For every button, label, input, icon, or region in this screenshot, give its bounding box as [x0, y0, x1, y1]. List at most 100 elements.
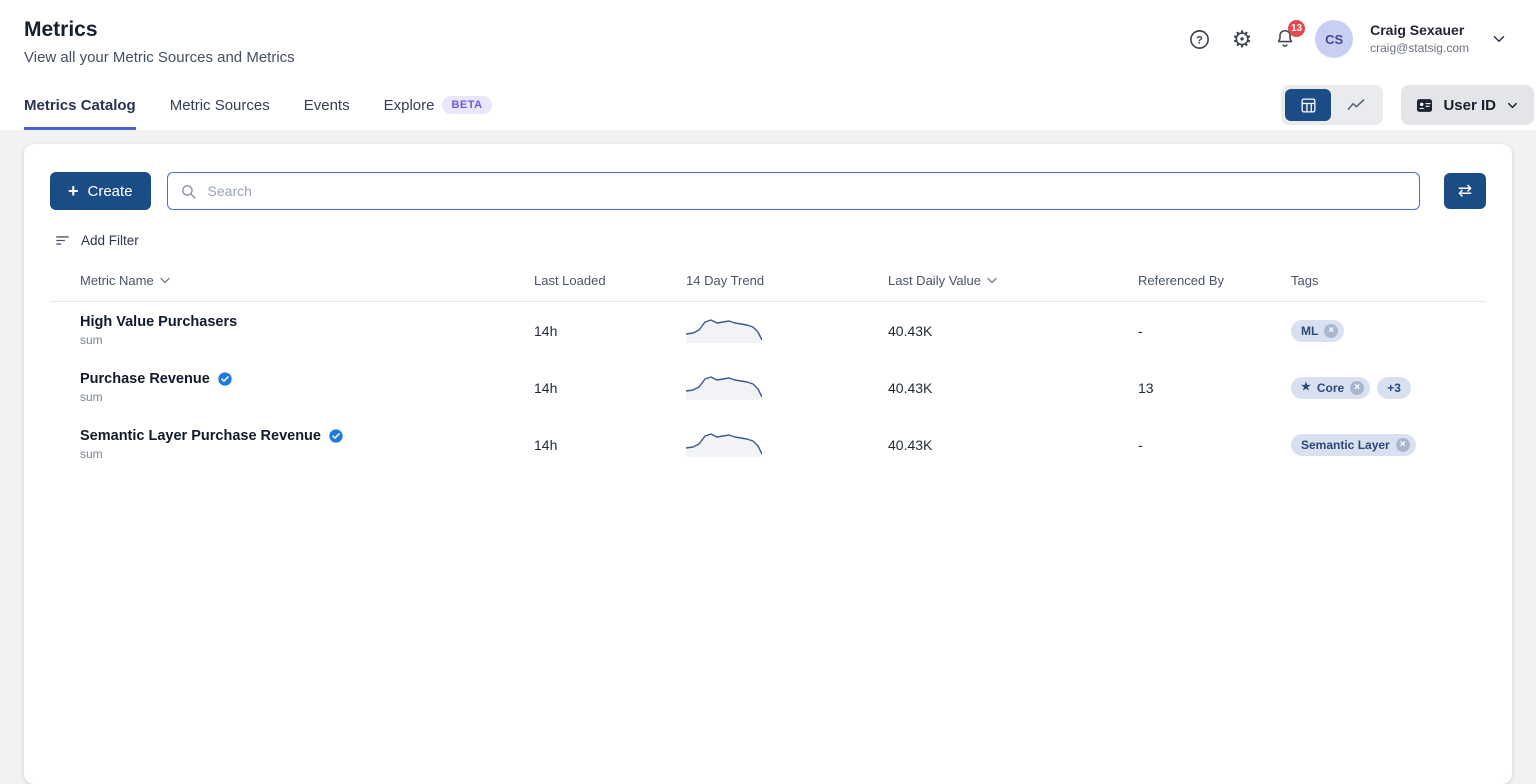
table-row[interactable]: High Value Purchasers sum 14h 40.43K - M… — [50, 302, 1486, 359]
trend-cell — [685, 313, 888, 348]
chevron-down-icon — [1508, 102, 1517, 108]
verified-icon — [218, 372, 232, 386]
user-info: Craig Sexauer craig@statsig.com — [1370, 22, 1469, 57]
metric-name-cell: Semantic Layer Purchase Revenue sum — [80, 428, 534, 461]
search-box — [166, 172, 1420, 210]
sort-icon — [159, 277, 170, 284]
last-daily-value: 40.43K — [888, 436, 933, 453]
referenced-by-value: - — [1138, 436, 1143, 453]
metric-type: sum — [80, 447, 103, 461]
column-label: Metric Name — [80, 273, 154, 288]
user-name: Craig Sexauer — [1370, 21, 1465, 38]
tag-overflow-pill[interactable]: +3 — [1377, 376, 1411, 399]
create-button-label: Create — [87, 182, 133, 200]
add-filter-button[interactable]: Add Filter — [50, 232, 139, 249]
metrics-table: Metric Name Last Loaded 14 Day Trend Las… — [50, 273, 1486, 473]
column-header-last-daily-value[interactable]: Last Daily Value — [888, 273, 1138, 288]
plus-icon: + — [68, 181, 79, 201]
settings-button[interactable]: ⚙ — [1229, 26, 1255, 52]
tab-label: Explore — [383, 96, 435, 114]
avatar[interactable]: CS — [1315, 20, 1354, 58]
metric-type: sum — [80, 390, 103, 404]
column-header-referenced-by: Referenced By — [1138, 273, 1291, 288]
notifications-button[interactable]: 13 — [1272, 20, 1306, 52]
column-header-last-loaded: Last Loaded — [534, 273, 686, 288]
tab-metric-sources[interactable]: Metric Sources — [170, 81, 270, 130]
gear-icon: ⚙ — [1231, 25, 1253, 52]
tag-pill[interactable]: ML × — [1291, 319, 1345, 342]
column-header-tags: Tags — [1291, 273, 1486, 288]
swap-icon: ⇄ — [1457, 181, 1473, 200]
last-daily-value: 40.43K — [888, 322, 933, 339]
sort-icon — [987, 277, 997, 284]
column-label: 14 Day Trend — [686, 273, 765, 288]
column-label: Last Loaded — [534, 273, 606, 288]
search-icon — [181, 184, 196, 199]
page-header-text: Metrics View all your Metric Sources and… — [24, 17, 295, 68]
tag-label: Core — [1316, 380, 1345, 395]
metric-name-cell: Purchase Revenue sum — [80, 371, 534, 404]
metric-name-link[interactable]: Semantic Layer Purchase Revenue — [80, 428, 321, 444]
tab-label: Metric Sources — [169, 96, 270, 114]
tag-pill[interactable]: Semantic Layer × — [1291, 433, 1416, 456]
tag-label: Semantic Layer — [1301, 437, 1390, 452]
trend-cell — [685, 427, 888, 462]
unit-id-label: User ID — [1443, 96, 1496, 114]
referenced-by-value: 13 — [1138, 379, 1154, 396]
column-label: Referenced By — [1138, 273, 1224, 288]
user-id-icon — [1417, 98, 1433, 112]
trend-cell — [685, 370, 888, 405]
remove-tag-icon[interactable]: × — [1350, 380, 1365, 395]
tab-explore[interactable]: Explore BETA — [384, 80, 492, 130]
column-header-metric-name[interactable]: Metric Name — [80, 273, 534, 288]
tab-label: Metrics Catalog — [24, 96, 136, 114]
tag-label: ML — [1301, 323, 1319, 338]
last-loaded-value: 14h — [534, 436, 558, 453]
tags-cell: ML × — [1291, 319, 1486, 342]
chart-view-toggle[interactable] — [1333, 89, 1379, 121]
table-row[interactable]: Semantic Layer Purchase Revenue sum 14h … — [50, 416, 1486, 473]
swap-view-button[interactable]: ⇄ — [1444, 173, 1486, 209]
user-menu-button[interactable] — [1486, 26, 1512, 52]
search-input[interactable] — [205, 182, 1407, 200]
last-loaded-value: 14h — [534, 379, 558, 396]
view-controls: User ID — [1281, 85, 1534, 125]
metric-name-link[interactable]: Purchase Revenue — [80, 371, 210, 387]
table-row[interactable]: Purchase Revenue sum 14h 40.43K 13 ★ Cor… — [50, 359, 1486, 416]
tag-pill[interactable]: ★ Core × — [1291, 376, 1371, 399]
chevron-down-icon — [1493, 36, 1505, 42]
card-toolbar: + Create ⇄ — [50, 172, 1486, 210]
table-view-toggle[interactable] — [1285, 89, 1332, 121]
create-button[interactable]: + Create — [50, 172, 151, 210]
page-title: Metrics — [24, 18, 98, 41]
tab-bar: Metrics Catalog Metric Sources Events Ex… — [0, 80, 1536, 130]
last-loaded-value: 14h — [534, 322, 558, 339]
last-daily-value: 40.43K — [888, 379, 933, 396]
filter-icon — [56, 236, 69, 245]
verified-icon — [329, 429, 343, 443]
tab-metrics-catalog[interactable]: Metrics Catalog — [24, 81, 136, 130]
referenced-by-value: - — [1138, 322, 1143, 339]
trend-sparkline — [685, 427, 763, 462]
add-filter-label: Add Filter — [81, 233, 139, 248]
help-icon: ? — [1189, 29, 1209, 49]
help-button[interactable]: ? — [1186, 26, 1212, 52]
metric-type: sum — [80, 333, 103, 347]
tag-label: +3 — [1387, 380, 1401, 395]
table-header: Metric Name Last Loaded 14 Day Trend Las… — [50, 273, 1486, 302]
notification-count-badge: 13 — [1287, 20, 1306, 37]
view-mode-toggle — [1281, 85, 1384, 125]
svg-text:?: ? — [1196, 34, 1203, 46]
remove-tag-icon[interactable]: × — [1324, 323, 1339, 338]
column-header-trend: 14 Day Trend — [686, 273, 888, 288]
remove-tag-icon[interactable]: × — [1395, 437, 1410, 452]
metric-name-link[interactable]: High Value Purchasers — [80, 314, 238, 330]
content-area: + Create ⇄ Add Filter Metric Name L — [0, 130, 1536, 784]
header-actions: ? ⚙ 13 CS Craig Sexauer craig@statsig.co… — [1186, 20, 1512, 58]
beta-badge: BETA — [442, 96, 492, 114]
unit-id-dropdown[interactable]: User ID — [1401, 85, 1534, 125]
tab-events[interactable]: Events — [304, 81, 350, 130]
trend-sparkline — [685, 370, 763, 405]
table-icon — [1301, 98, 1316, 112]
metric-name-cell: High Value Purchasers sum — [80, 314, 534, 347]
